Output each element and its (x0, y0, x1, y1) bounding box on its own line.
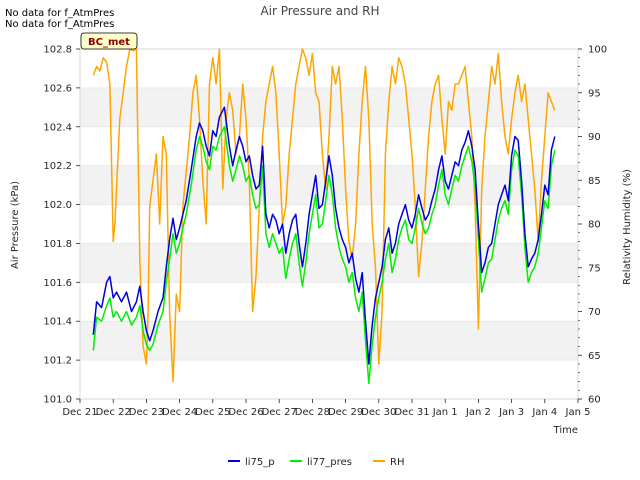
x-tick-label: Dec 30 (361, 407, 396, 418)
y2-tick-label: 70 (588, 307, 601, 318)
station-badge-label: BC_met (88, 37, 130, 48)
y2-tick-label: 80 (588, 220, 601, 231)
series-line-li77-pres (92, 126, 556, 385)
y-tick-label: 101.0 (43, 395, 72, 406)
y-tick-label: 102.0 (43, 200, 72, 211)
y-tick-label: 101.8 (43, 239, 72, 250)
x-tick-label: Dec 28 (295, 407, 330, 418)
y2-tick-label: 95 (588, 88, 601, 99)
plot-bands (80, 48, 578, 400)
station-badge-box (80, 32, 138, 50)
y2-tick-label: 60 (588, 395, 601, 406)
series-line-RH (92, 48, 556, 383)
x-tick-label: Dec 31 (394, 407, 429, 418)
x-tick-label: Jan 1 (432, 407, 458, 418)
y-tick-label: 102.6 (43, 83, 72, 94)
y-tick-label: 102.4 (43, 122, 72, 133)
series-line-li75-p (92, 106, 556, 365)
legend: li75_p li77_pres RH (228, 457, 404, 468)
x-tick-label: Dec 21 (62, 407, 97, 418)
x-axis-title: Time (553, 425, 578, 436)
y2-tick-label: 90 (588, 132, 601, 143)
x-tick-label: Dec 27 (262, 407, 297, 418)
y-tick-label: 101.2 (43, 356, 72, 367)
notice-2: No data for f_AtmPres (5, 19, 115, 30)
y-tick-label: 101.4 (43, 317, 72, 328)
y-axis-right: 60 65 70 75 80 85 90 95 100 (578, 45, 607, 406)
y-tick-label: 102.8 (43, 45, 72, 56)
grid-band (80, 165, 578, 205)
grid-band (80, 321, 578, 361)
y2-tick-label: 85 (588, 176, 601, 187)
notice-1: No data for f_AtmPres (5, 8, 115, 19)
x-tick-label: Dec 26 (228, 407, 263, 418)
series-layer (92, 48, 556, 385)
y-tick-label: 102.2 (43, 161, 72, 172)
legend-label-li75-p: li75_p (245, 457, 275, 468)
y-axis-title: Air Pressure (kPa) (10, 181, 21, 269)
x-tick-label: Jan 2 (465, 407, 491, 418)
x-tick-label: Dec 23 (129, 407, 164, 418)
y-tick-label: 101.6 (43, 278, 72, 289)
y2-axis-title: Relativity Humidity (%) (622, 169, 633, 285)
y2-tick-label: 100 (588, 45, 607, 56)
x-tick-label: Jan 4 (531, 407, 557, 418)
chart-title: Air Pressure and RH (260, 4, 379, 18)
legend-label-RH: RH (390, 457, 404, 468)
x-tick-label: Dec 24 (162, 407, 197, 418)
y-axis-left: 101.0 101.2 101.4 101.6 101.8 102.0 102.2 102.4… (43, 45, 80, 406)
x-tick-label: Dec 25 (195, 407, 230, 418)
y2-tick-label: 75 (588, 263, 601, 274)
station-badge: BC_met (80, 32, 138, 50)
x-tick-label: Jan 3 (498, 407, 524, 418)
grid-band (80, 87, 578, 127)
y2-tick-label: 65 (588, 351, 601, 362)
legend-label-li77-pres: li77_pres (307, 457, 352, 468)
x-tick-label: Dec 29 (328, 407, 363, 418)
grid-band (80, 243, 578, 283)
x-tick-label: Jan 5 (565, 407, 591, 418)
x-tick-label: Dec 22 (96, 407, 131, 418)
